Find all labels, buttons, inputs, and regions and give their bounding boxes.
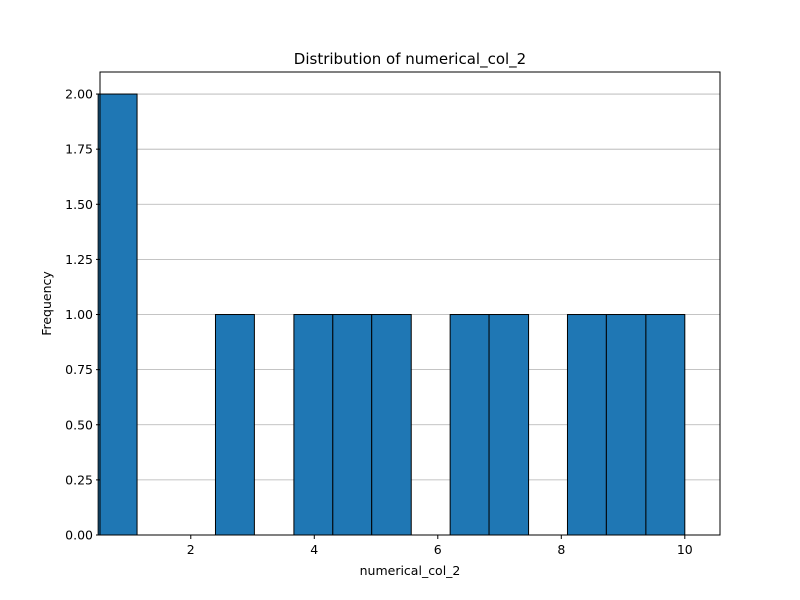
y-tick-label: 2.00 bbox=[65, 87, 93, 102]
histogram-bar bbox=[332, 314, 373, 536]
histogram-bar bbox=[214, 314, 255, 536]
chart-title: Distribution of numerical_col_2 bbox=[294, 50, 526, 69]
y-tick-label: 0.00 bbox=[65, 528, 93, 543]
histogram-bar bbox=[293, 314, 334, 536]
histogram-bar bbox=[645, 314, 686, 536]
y-axis-ticks: 0.00 0.25 0.50 0.75 1.00 1.25 1.50 1.75 2.00 bbox=[65, 87, 100, 543]
y-tick-label: 0.25 bbox=[65, 472, 93, 487]
x-tick-label: 10 bbox=[677, 542, 693, 557]
histogram-bar bbox=[371, 314, 412, 536]
y-tick-label: 1.50 bbox=[65, 197, 93, 212]
histogram-bar bbox=[449, 314, 490, 536]
y-tick-label: 1.00 bbox=[65, 307, 93, 322]
y-tick-label: 1.25 bbox=[65, 252, 93, 267]
y-tick-label: 0.50 bbox=[65, 417, 93, 432]
histogram-bar bbox=[605, 314, 647, 536]
x-tick-label: 4 bbox=[310, 542, 318, 557]
x-tick-label: 8 bbox=[557, 542, 565, 557]
histogram-bar bbox=[97, 93, 138, 536]
x-axis-ticks: 2 4 6 8 10 bbox=[187, 535, 693, 557]
histogram-bar bbox=[566, 314, 607, 536]
y-tick-label: 0.75 bbox=[65, 362, 93, 377]
x-axis-label: numerical_col_2 bbox=[360, 563, 461, 578]
plot-frame bbox=[99, 71, 721, 536]
bars-layer bbox=[97, 93, 686, 536]
x-tick-label: 6 bbox=[434, 542, 442, 557]
y-axis-label: Frequency bbox=[39, 271, 54, 336]
x-tick-label: 2 bbox=[187, 542, 195, 557]
y-tick-label: 1.75 bbox=[65, 142, 93, 157]
histogram-bar bbox=[488, 314, 530, 536]
